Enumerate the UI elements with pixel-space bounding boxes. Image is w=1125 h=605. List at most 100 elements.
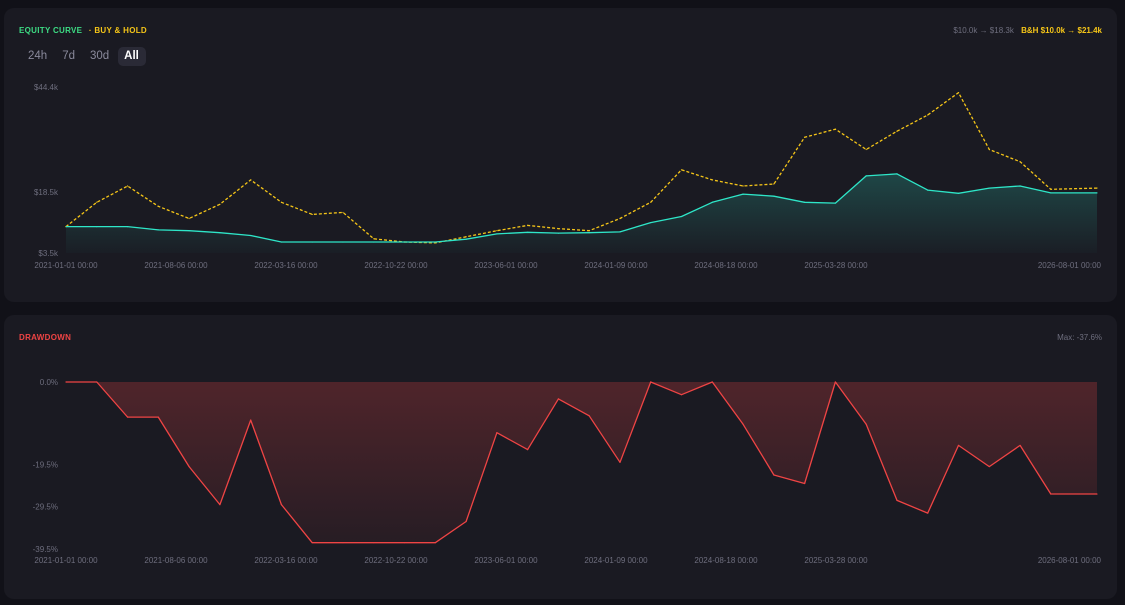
y-tick-label: 0.0%	[40, 378, 58, 387]
series-point	[957, 92, 960, 94]
series-point	[96, 201, 98, 203]
drawdown-chart: 0.0% -19.5% -29.5% -39.5% 2021-01-01 00:00 20…	[33, 378, 1102, 565]
series-point	[465, 236, 467, 238]
series-point	[1096, 187, 1098, 189]
x-tick-label: 2024-01-09 00:00	[584, 556, 648, 565]
y-tick-label: -19.5%	[33, 460, 58, 469]
series-point	[804, 136, 806, 138]
y-tick-label: -29.5%	[33, 503, 58, 512]
series-point	[773, 474, 775, 476]
x-tick-label: 2021-01-01 00:00	[34, 261, 98, 270]
series-point	[927, 114, 929, 116]
x-tick-label: 2024-01-09 00:00	[584, 261, 648, 270]
series-point	[219, 504, 221, 506]
series-point	[496, 230, 498, 232]
tab-all[interactable]: All	[118, 47, 146, 66]
series-point	[834, 381, 837, 383]
equity-title: EQUITY CURVE	[19, 26, 83, 35]
series-point	[988, 465, 990, 468]
x-tick-label: 2022-10-22 00:00	[364, 261, 428, 270]
x-tick-label: 2021-01-01 00:00	[34, 556, 98, 565]
buy-hold-subtitle: · BUY & HOLD	[88, 26, 147, 35]
series-point	[250, 179, 252, 181]
x-tick-label: 2022-10-22 00:00	[364, 556, 428, 565]
series-point	[773, 183, 775, 185]
series-point	[342, 542, 344, 544]
series-point	[1096, 493, 1098, 495]
series-point	[496, 432, 498, 434]
series-point	[403, 542, 406, 544]
strategy-stat: $10.0k → $18.3k	[953, 26, 1014, 35]
series-point	[1019, 161, 1021, 163]
series-point	[742, 423, 744, 425]
series-point	[650, 201, 652, 203]
x-tick-label: 2022-03-16 00:00	[254, 556, 318, 565]
equity-panel-title: EQUITY CURVE · BUY & HOLD	[19, 26, 147, 35]
series-point	[157, 205, 159, 207]
series-point	[588, 415, 590, 417]
series-point	[896, 499, 898, 501]
series-point	[157, 416, 159, 418]
x-tick-label: 2021-08-06 00:00	[144, 556, 208, 565]
series-point	[711, 381, 713, 383]
x-tick-label: 2022-03-16 00:00	[254, 261, 318, 270]
series-point	[465, 520, 467, 523]
series-area-fill	[66, 173, 1097, 253]
series-point	[865, 423, 867, 425]
series-point	[557, 398, 560, 400]
series-point	[804, 482, 806, 485]
equity-curve-panel: EQUITY CURVE · BUY & HOLD $10.0k → $18.3…	[4, 8, 1117, 302]
timeframe-tabs: 24h 7d 30d All	[22, 47, 146, 66]
series-point	[373, 238, 375, 240]
series-point	[126, 185, 129, 187]
equity-chart: $44.4k $18.5k $3.5k 2021-01-01 00:00 2021-08…	[34, 83, 1102, 270]
series-point	[988, 148, 990, 151]
series-point	[650, 381, 652, 383]
bh-stat: B&H $10.0k → $21.4k	[1021, 26, 1102, 35]
series-point	[865, 148, 867, 151]
y-tick-label: $3.5k	[38, 249, 59, 258]
drawdown-panel: DRAWDOWN Max: -37.6% 0.0% -19.5% -29.5% -39…	[4, 315, 1117, 599]
series-area-fill	[66, 382, 1097, 543]
series-point	[65, 381, 67, 383]
x-tick-label: 2024-08-18 00:00	[694, 261, 758, 270]
x-tick-label: 2025-03-28 00:00	[804, 556, 868, 565]
series-point	[434, 542, 436, 544]
series-point	[311, 213, 313, 216]
series-line-secondary	[65, 92, 1098, 244]
tab-30d[interactable]: 30d	[89, 50, 110, 62]
series-point	[188, 217, 190, 220]
series-point	[711, 179, 713, 181]
x-tick-label: 2026-08-01 00:00	[1038, 556, 1102, 565]
series-point	[188, 465, 190, 468]
series-point	[957, 444, 960, 447]
series-point	[1050, 188, 1052, 190]
series-point	[311, 542, 313, 544]
series-point	[557, 228, 560, 230]
series-point	[527, 224, 529, 227]
y-tick-label: -39.5%	[33, 545, 58, 554]
y-tick-label: $44.4k	[34, 83, 59, 92]
series-point	[280, 504, 283, 506]
x-tick-label: 2025-03-28 00:00	[804, 261, 868, 270]
series-point	[1050, 493, 1052, 495]
x-tick-label: 2024-08-18 00:00	[694, 556, 758, 565]
equity-stats: $10.0k → $18.3k B&H $10.0k → $21.4k	[953, 26, 1102, 35]
series-point	[342, 211, 344, 214]
series-point	[373, 542, 375, 544]
series-point	[126, 416, 129, 418]
series-point	[742, 185, 744, 187]
series-point	[250, 419, 252, 421]
tab-24h[interactable]: 24h	[28, 50, 48, 62]
series-line-primary	[66, 173, 1097, 243]
drawdown-title: DRAWDOWN	[19, 333, 72, 342]
tab-7d[interactable]: 7d	[62, 50, 75, 62]
series-point	[619, 461, 621, 463]
y-tick-label: $18.5k	[34, 188, 59, 197]
series-line-primary	[66, 381, 1097, 544]
series-point	[834, 128, 837, 130]
series-point	[680, 394, 683, 396]
series-point	[680, 169, 683, 171]
series-point	[927, 512, 929, 514]
x-tick-label: 2026-08-01 00:00	[1038, 261, 1102, 270]
